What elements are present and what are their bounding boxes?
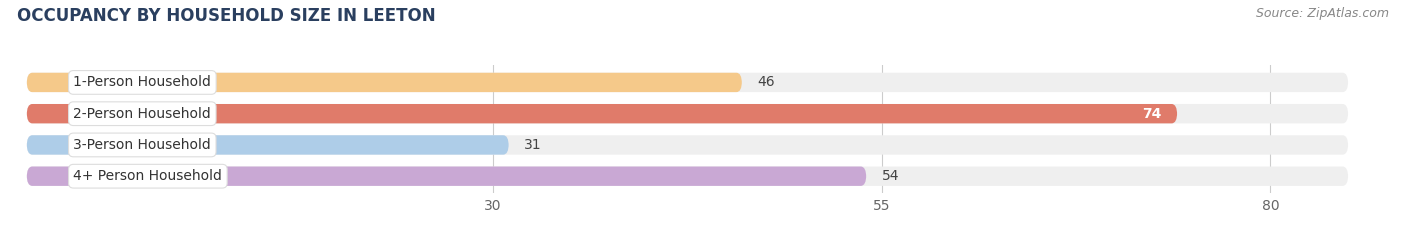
Text: 46: 46 xyxy=(758,75,775,89)
Circle shape xyxy=(39,107,46,120)
FancyBboxPatch shape xyxy=(27,135,1348,155)
Text: Source: ZipAtlas.com: Source: ZipAtlas.com xyxy=(1256,7,1389,20)
FancyBboxPatch shape xyxy=(27,104,1348,123)
FancyBboxPatch shape xyxy=(27,104,1177,123)
Circle shape xyxy=(39,169,46,183)
FancyBboxPatch shape xyxy=(27,73,742,92)
Text: 4+ Person Household: 4+ Person Household xyxy=(73,169,222,183)
Text: 74: 74 xyxy=(1142,107,1161,121)
Circle shape xyxy=(39,138,46,152)
Text: 31: 31 xyxy=(524,138,541,152)
FancyBboxPatch shape xyxy=(27,167,1348,186)
FancyBboxPatch shape xyxy=(27,73,1348,92)
FancyBboxPatch shape xyxy=(27,167,866,186)
Text: OCCUPANCY BY HOUSEHOLD SIZE IN LEETON: OCCUPANCY BY HOUSEHOLD SIZE IN LEETON xyxy=(17,7,436,25)
FancyBboxPatch shape xyxy=(27,135,509,155)
Circle shape xyxy=(39,75,46,89)
Text: 1-Person Household: 1-Person Household xyxy=(73,75,211,89)
Text: 2-Person Household: 2-Person Household xyxy=(73,107,211,121)
Text: 3-Person Household: 3-Person Household xyxy=(73,138,211,152)
Text: 54: 54 xyxy=(882,169,900,183)
